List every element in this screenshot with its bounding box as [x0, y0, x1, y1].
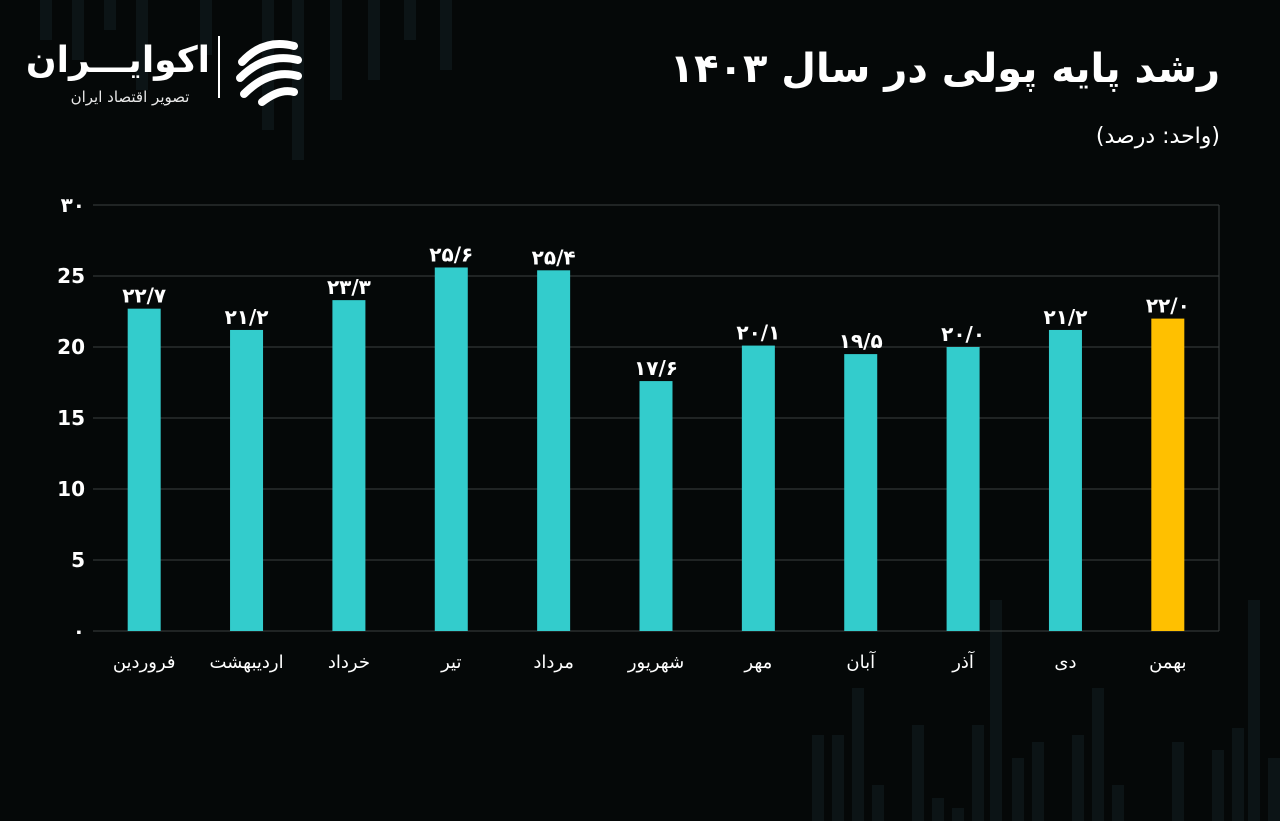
background-column — [832, 735, 844, 821]
background-column — [1112, 785, 1124, 821]
background-column — [440, 0, 452, 70]
logo-divider — [218, 36, 220, 98]
background-column — [1232, 728, 1244, 821]
data-label: ۲۱/۲ — [1043, 305, 1087, 329]
background-column — [72, 0, 84, 60]
bar — [639, 381, 673, 631]
y-tick-label: 10 — [57, 477, 85, 501]
data-label: ۲۳/۳ — [327, 275, 371, 299]
bar — [230, 329, 264, 631]
bar — [332, 300, 366, 631]
bar — [946, 347, 980, 631]
x-tick-label: آبان — [846, 650, 876, 673]
y-tick-label: 15 — [57, 406, 85, 430]
y-tick-label: 20 — [57, 335, 85, 359]
x-tick-label: آذر — [951, 650, 975, 673]
background-column — [872, 785, 884, 821]
bar — [537, 270, 571, 631]
x-tick-label: شهریور — [627, 652, 684, 673]
background-column — [104, 0, 116, 30]
background-column — [852, 688, 864, 821]
y-tick-label: 25 — [57, 264, 85, 288]
data-label: ۱۹/۵ — [839, 329, 883, 353]
logo-tagline: تصویر اقتصاد ایران — [70, 88, 190, 106]
background-column — [1032, 742, 1044, 821]
background-column — [136, 0, 148, 90]
background-column — [1012, 758, 1024, 821]
background-column — [952, 808, 964, 821]
x-tick-label: اردیبهشت — [209, 652, 283, 673]
data-label: ۱۷/۶ — [634, 356, 678, 380]
bar — [844, 354, 878, 631]
page-title: رشد پایه پولی در سال ۱۴۰۳ — [669, 46, 1220, 92]
x-tick-label: مهر — [743, 652, 772, 673]
background-column — [912, 725, 924, 821]
background-column — [40, 0, 52, 40]
data-label: ۲۱/۲ — [225, 305, 269, 329]
data-label: ۲۰/۰ — [941, 322, 985, 346]
logo: اکوایـــران تصویر اقتصاد ایران — [25, 30, 320, 110]
background-column — [404, 0, 416, 40]
bar — [434, 267, 468, 631]
background-column — [1172, 742, 1184, 821]
bar — [741, 345, 775, 631]
background-column — [200, 0, 212, 55]
data-label: ۲۰/۱ — [736, 321, 780, 345]
logo-name: اکوایـــران — [25, 40, 210, 81]
bar — [1048, 329, 1082, 631]
background-column — [972, 725, 984, 821]
background-column — [812, 735, 824, 821]
x-tick-label: دی — [1054, 652, 1076, 673]
data-label: ۲۵/۶ — [429, 242, 473, 266]
y-tick-label: 5 — [71, 548, 85, 572]
unit-label: (واحد: درصد) — [1095, 124, 1220, 149]
x-tick-label: مرداد — [533, 652, 574, 673]
background-column — [932, 798, 944, 821]
y-tick-label: ۰ — [73, 619, 85, 643]
background-column — [1092, 688, 1104, 821]
background-column — [330, 0, 342, 100]
data-label: ۲۵/۴ — [532, 245, 576, 269]
data-label: ۲۲/۷ — [122, 284, 166, 308]
x-tick-label: بهمن — [1149, 652, 1186, 673]
bar — [1151, 318, 1185, 631]
bar — [127, 308, 161, 631]
background-column — [1268, 758, 1280, 821]
background-column — [1248, 600, 1260, 821]
logo-mark-icon — [236, 40, 302, 106]
background-column — [368, 0, 380, 80]
background-column — [1072, 735, 1084, 821]
x-tick-label: خرداد — [328, 652, 370, 673]
y-tick-label: ۳۰ — [61, 193, 85, 217]
background-column — [1212, 750, 1224, 821]
x-tick-label: فروردین — [113, 652, 176, 673]
background-column — [990, 600, 1002, 821]
data-label: ۲۲/۰ — [1146, 294, 1190, 318]
x-tick-label: تیر — [440, 652, 461, 673]
